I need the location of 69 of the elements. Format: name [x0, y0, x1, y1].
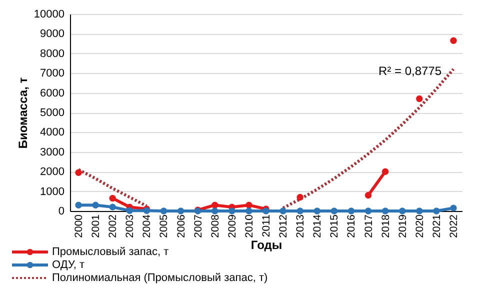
x-tick-label: 2022	[448, 214, 460, 238]
x-tick-label: 2013	[294, 214, 307, 238]
annotation: R² = 0,8775	[378, 64, 442, 78]
y-tick-label: 3000	[40, 146, 64, 158]
point	[398, 208, 406, 214]
point	[75, 169, 82, 176]
x-tick-label: 2018	[380, 214, 392, 238]
x-tick-label: 2019	[396, 214, 409, 238]
y-tick-label: 8000	[40, 48, 64, 60]
point	[382, 208, 389, 214]
point	[246, 202, 252, 208]
x-tick-label: 2014	[312, 214, 324, 238]
legend-label: Промысловый запас, т	[52, 246, 169, 258]
point	[126, 207, 134, 214]
point	[348, 208, 355, 214]
point	[92, 202, 99, 208]
y-tick-label: 7000	[40, 68, 64, 80]
x-tick-label: 2010	[243, 214, 256, 238]
x-tick-label: 2011	[260, 214, 272, 238]
point	[160, 208, 168, 214]
point	[330, 208, 338, 214]
point	[364, 208, 372, 214]
point	[177, 208, 184, 214]
legend-label: ОДУ, т	[52, 259, 85, 271]
point	[314, 208, 320, 214]
point	[450, 37, 457, 44]
x-tick-label: 2017	[362, 214, 375, 238]
point	[246, 208, 252, 214]
y-tick-label: 0	[58, 206, 64, 218]
point	[416, 208, 423, 214]
x-tick-label: 2004	[141, 214, 154, 238]
point	[296, 194, 304, 201]
point	[416, 95, 423, 102]
point	[296, 208, 304, 214]
x-tick-label: 2020	[414, 214, 426, 238]
x-tick-label: 2006	[175, 214, 188, 238]
x-axis-title: Годы	[250, 238, 282, 252]
y-tick-label: 5000	[40, 107, 64, 119]
point	[228, 208, 236, 214]
y-tick-label: 9000	[40, 28, 64, 40]
point	[212, 202, 218, 208]
y-tick-label: 6000	[40, 87, 64, 100]
x-tick-label: 2008	[209, 214, 222, 238]
point	[212, 208, 218, 214]
point	[280, 208, 286, 214]
x-tick-label: 2009	[226, 214, 238, 238]
y-tick-label: 4000	[40, 126, 64, 139]
x-tick-label: 2021	[430, 214, 443, 238]
point	[433, 208, 440, 214]
legend-label: Полиномиальная (Промысловый запас, т)	[52, 272, 268, 284]
point	[75, 202, 82, 208]
point	[382, 168, 389, 175]
x-tick-label: 2016	[346, 214, 358, 238]
x-tick-label: 2015	[328, 214, 341, 238]
x-tick-label: 2003	[124, 214, 136, 238]
point	[109, 194, 116, 202]
x-tick-label: 2005	[158, 214, 170, 238]
x-tick-label: 2012	[278, 214, 290, 238]
y-tick-label: 10000	[34, 8, 64, 20]
x-tick-label: 2001	[90, 214, 102, 238]
y-tick-label: 2000	[40, 166, 64, 178]
point	[109, 204, 116, 210]
y-tick-label: 1000	[40, 186, 64, 198]
y-axis-title: Биомасса, т	[16, 77, 30, 149]
x-tick-label: 2002	[107, 214, 120, 238]
x-tick-label: 2007	[192, 214, 204, 238]
point	[364, 192, 372, 199]
x-tick-label: 2000	[73, 214, 86, 238]
point	[450, 204, 457, 212]
